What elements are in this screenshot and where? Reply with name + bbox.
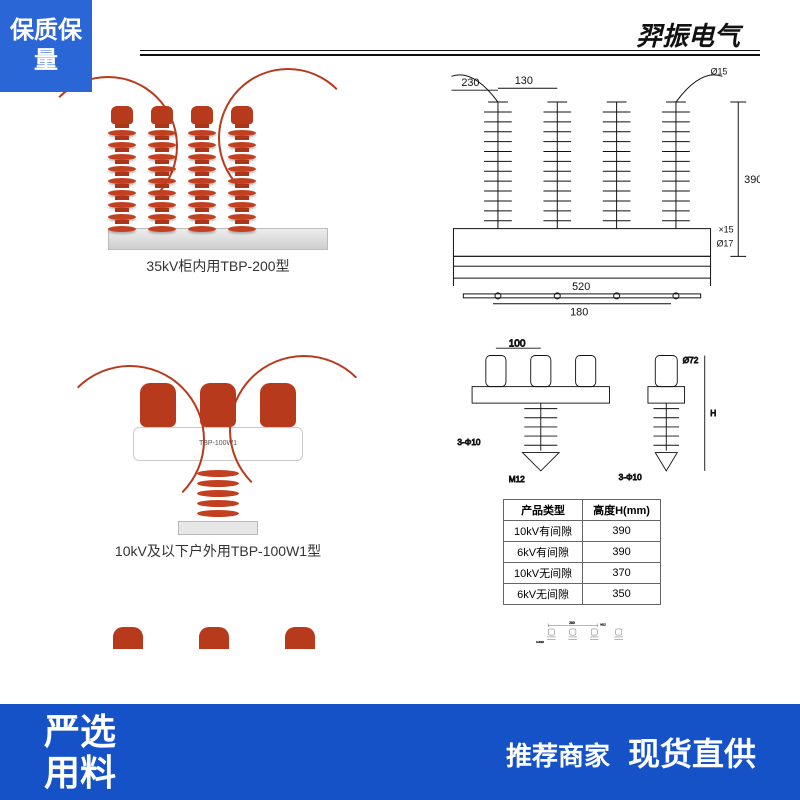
dim-height: 390 — [744, 174, 760, 186]
dim-mount-holes: 3-Φ10 — [457, 438, 480, 447]
cap — [113, 627, 151, 649]
dim-pitch2: 100 — [509, 339, 526, 349]
banner-right: 推荐商家 现货直供 — [506, 729, 756, 775]
dim-label-H: H — [710, 409, 716, 418]
diagram-2-cell: 100 M12 Ø72 — [404, 330, 760, 613]
product-2-caption: 10kV及以下户外用TBP-100W1型 — [115, 541, 321, 561]
badge-text: 保质保量 — [10, 16, 82, 76]
dim-lead: Ø15 — [711, 66, 728, 76]
dim-slot: ×15 — [718, 225, 733, 235]
product-2-bracket — [178, 521, 258, 535]
dim-depth: 180 — [570, 307, 588, 319]
banner-left-line2: 用料 — [44, 752, 116, 793]
page: 羿振电气 — [0, 0, 800, 800]
spec-table: 产品类型 高度H(mm) 10kV有间隙390 6kV有间隙390 10kV无间… — [503, 499, 661, 605]
banner-left-line1: 严选 — [44, 711, 116, 752]
dim-mount-holes-3: 3-Φ10 — [536, 640, 544, 644]
product-2-insulator — [197, 467, 239, 517]
dim-thread3: M12 — [600, 623, 606, 627]
dim-pitch: 130 — [515, 75, 533, 87]
badge-top-left: 保质保量 — [0, 0, 92, 92]
table-row: 10kV有间隙390 — [504, 520, 661, 541]
diagram-3: 280 M12 3-Φ10 — [404, 621, 760, 649]
banner-right-small: 推荐商家 — [506, 736, 610, 773]
table-row: 6kV无间隙350 — [504, 583, 661, 604]
product-1-cell: 35kV柜内用TBP-200型 — [40, 60, 396, 322]
cap — [199, 627, 237, 649]
dim-span: 280 — [569, 621, 575, 625]
insulator — [148, 106, 176, 232]
insulator — [108, 106, 136, 232]
insulator — [188, 106, 216, 232]
banner-left: 严选 用料 — [44, 711, 116, 794]
product-1-caption: 35kV柜内用TBP-200型 — [146, 256, 289, 276]
cap — [285, 627, 323, 649]
diagram-2: 100 M12 Ø72 — [404, 339, 760, 495]
table-header: 产品类型 — [504, 499, 583, 520]
brand-underline — [140, 54, 760, 56]
insulator — [228, 106, 256, 232]
dim-thread: M12 — [509, 475, 525, 484]
diagram-1-cell: Ø15 130 230 520 180 — [404, 60, 760, 322]
banner-right-large: 现货直供 — [628, 729, 756, 775]
table-row: 10kV无间隙370 — [504, 562, 661, 583]
brand-underline-thin — [140, 50, 760, 51]
diagram-3-cell: 280 M12 3-Φ10 — [404, 621, 760, 649]
diagram-1: Ø15 130 230 520 180 — [404, 60, 760, 322]
wire-icon — [55, 365, 205, 515]
product-3-cell — [40, 621, 396, 649]
table-header: 高度H(mm) — [583, 499, 661, 520]
dim-width: 520 — [572, 281, 590, 293]
dim-cap-d: Ø72 — [683, 356, 699, 365]
product-1-insulators — [108, 106, 328, 232]
wire-icon — [229, 355, 379, 505]
dim-lead-len: 230 — [461, 77, 479, 89]
dim-hole: Ø17 — [716, 238, 733, 248]
product-3-caps — [113, 627, 323, 649]
bottom-banner: 严选 用料 推荐商家 现货直供 — [0, 704, 800, 800]
dim-mount-holes-2: 3-Φ10 — [619, 473, 642, 482]
brand-name: 羿振电气 — [636, 16, 740, 53]
product-2-cell: TBP-100W1 10kV及以下户外用TBP-100W1型 — [40, 330, 396, 613]
table-row: 6kV有间隙390 — [504, 541, 661, 562]
content-grid: 35kV柜内用TBP-200型 — [40, 60, 760, 700]
